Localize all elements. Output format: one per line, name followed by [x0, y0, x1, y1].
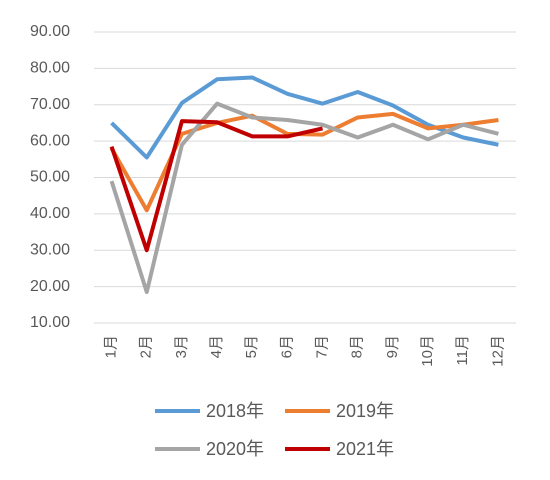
x-tick-label: 2月 — [138, 335, 155, 358]
x-tick-label: 5月 — [243, 335, 260, 358]
y-tick-label: 70.00 — [30, 96, 70, 113]
series-line — [109, 101, 499, 295]
x-tick-label: 3月 — [173, 335, 190, 358]
x-tick-label: 7月 — [314, 335, 331, 358]
series-line — [110, 75, 499, 160]
y-tick-label: 30.00 — [30, 241, 70, 258]
x-tick-label: 8月 — [349, 335, 366, 358]
y-tick-label: 60.00 — [30, 132, 70, 149]
y-tick-label: 50.00 — [30, 169, 70, 186]
legend-label: 2020年 — [206, 439, 264, 459]
y-tick-label: 90.00 — [30, 23, 70, 40]
y-tick-label: 80.00 — [30, 60, 70, 77]
x-tick-label: 12月 — [489, 335, 506, 367]
x-tick-label: 9月 — [384, 335, 401, 358]
x-tick-label: 4月 — [208, 335, 225, 358]
legend-label: 2018年 — [206, 401, 264, 421]
y-tick-label: 20.00 — [30, 278, 70, 295]
x-tick-label: 10月 — [419, 335, 436, 367]
y-tick-label: 10.00 — [30, 314, 70, 331]
legend-label: 2021年 — [336, 439, 394, 459]
x-tick-label: 11月 — [454, 335, 471, 366]
legend-label: 2019年 — [336, 401, 394, 421]
x-tick-label: 1月 — [103, 335, 120, 358]
series-line — [109, 119, 324, 253]
x-tick-label: 6月 — [278, 335, 295, 358]
y-tick-label: 40.00 — [30, 205, 70, 222]
